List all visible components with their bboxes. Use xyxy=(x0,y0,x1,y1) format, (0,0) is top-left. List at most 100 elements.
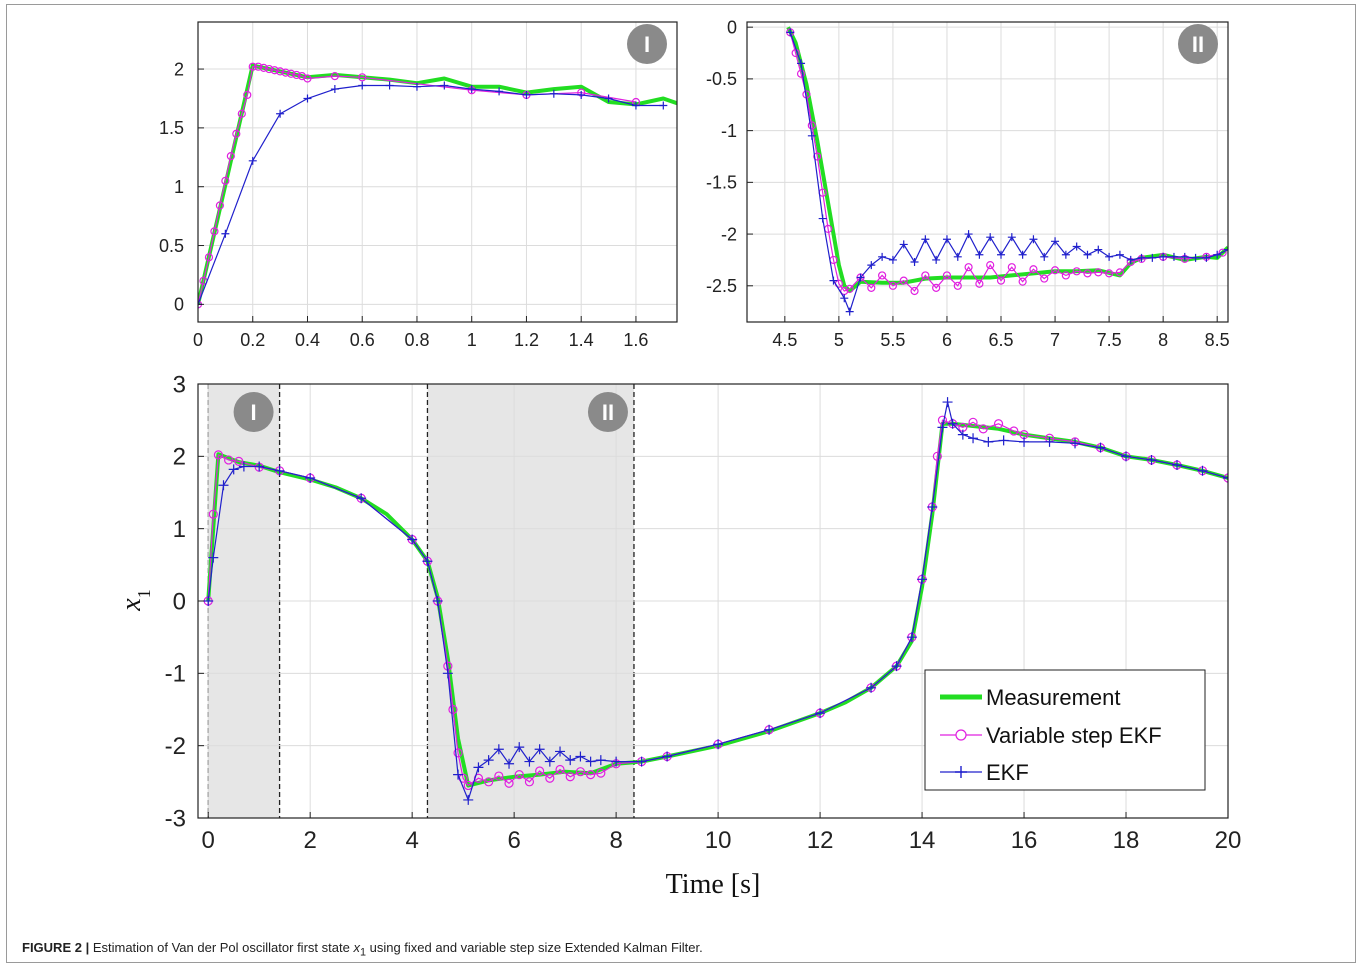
y-tick-label: -1 xyxy=(165,661,186,688)
inset-chart-II: 4.5 5 5.5 6 6.5 7 7.5 8 8.5 0 -0.5 -1 -1.5 -2 -2.5 II xyxy=(706,17,1230,350)
point-ekf xyxy=(713,739,724,750)
point-variable-step-ekf xyxy=(993,419,1004,429)
y-tick-label: 0 xyxy=(174,295,184,315)
point-ekf xyxy=(659,101,668,110)
point-ekf xyxy=(986,233,995,242)
plot-background xyxy=(747,22,1228,322)
y-tick-label: 0 xyxy=(727,17,737,37)
point-ekf xyxy=(856,273,865,282)
point-ekf xyxy=(514,742,525,753)
point-variable-step-ekf xyxy=(259,63,268,72)
region-badge-II-text: II xyxy=(1192,32,1204,57)
axes-box xyxy=(746,21,1229,323)
point-ekf xyxy=(221,229,230,238)
point-ekf xyxy=(1061,250,1070,259)
y-tick-label: 1 xyxy=(173,516,186,543)
point-ekf xyxy=(218,480,229,491)
series-line-variable-step-ekf xyxy=(198,66,637,305)
point-ekf xyxy=(1095,442,1106,453)
point-ekf xyxy=(947,418,958,429)
x-tick-label: 12 xyxy=(807,827,834,854)
point-variable-step-ekf xyxy=(565,772,575,782)
region-badge-II: II xyxy=(587,392,628,432)
point-variable-step-ekf xyxy=(845,284,854,293)
plot-background xyxy=(198,22,677,322)
point-ekf xyxy=(228,464,239,475)
point-variable-step-ekf xyxy=(358,73,367,82)
point-ekf xyxy=(356,493,367,504)
point-ekf xyxy=(997,250,1006,259)
y-tick-label: 3 xyxy=(173,371,186,398)
point-ekf xyxy=(1137,253,1146,262)
point-variable-step-ekf xyxy=(555,764,565,775)
point-ekf xyxy=(910,258,919,266)
point-variable-step-ekf xyxy=(575,767,586,777)
point-variable-step-ekf xyxy=(1009,426,1019,436)
point-ekf xyxy=(662,751,673,762)
y-tick-label: -1.5 xyxy=(706,173,737,193)
point-variable-step-ekf xyxy=(921,271,930,280)
point-variable-step-ekf xyxy=(932,451,942,461)
point-variable-step-ekf xyxy=(1072,267,1081,276)
point-variable-step-ekf xyxy=(996,276,1006,285)
point-ekf xyxy=(1213,250,1222,259)
region-badge-I-text: I xyxy=(251,400,257,425)
point-variable-step-ekf xyxy=(1094,268,1103,277)
point-ekf xyxy=(888,255,897,264)
point-ekf xyxy=(964,230,973,239)
caption-label: FIGURE 2 | xyxy=(22,940,90,955)
point-variable-step-ekf xyxy=(286,69,296,78)
point-variable-step-ekf xyxy=(867,283,876,292)
x-tick-label: 0.4 xyxy=(295,330,320,350)
point-ekf xyxy=(968,433,979,444)
point-ekf xyxy=(422,556,433,567)
point-ekf xyxy=(797,59,806,68)
point-variable-step-ekf xyxy=(978,424,988,434)
point-ekf xyxy=(953,252,962,261)
point-variable-step-ekf xyxy=(292,70,301,80)
point-variable-step-ekf xyxy=(232,129,241,138)
point-ekf xyxy=(524,756,535,767)
legend-label-ekf: EKF xyxy=(986,760,1029,785)
region-badge-I: I xyxy=(233,392,274,432)
point-ekf xyxy=(921,235,930,244)
point-variable-step-ekf xyxy=(1040,274,1049,283)
point-ekf xyxy=(463,794,474,805)
point-variable-step-ekf xyxy=(932,283,941,292)
point-ekf xyxy=(254,461,265,472)
y-tick-label: 2 xyxy=(174,59,184,79)
point-ekf xyxy=(891,661,902,672)
point-ekf xyxy=(493,744,504,755)
point-ekf xyxy=(1083,250,1092,259)
point-ekf xyxy=(998,435,1009,446)
point-variable-step-ekf xyxy=(213,450,223,460)
region-badge-II-text: II xyxy=(602,400,614,425)
point-ekf xyxy=(534,744,545,755)
x-tick-label: 5.5 xyxy=(880,330,905,350)
point-variable-step-ekf xyxy=(807,121,816,130)
point-variable-step-ekf xyxy=(586,769,596,780)
point-ekf xyxy=(1070,438,1081,449)
region-badge-I: I xyxy=(627,24,667,64)
point-ekf xyxy=(555,746,566,757)
point-ekf xyxy=(412,82,421,91)
x-tick-label: 0.8 xyxy=(404,330,429,350)
point-variable-step-ekf xyxy=(303,74,312,83)
point-ekf xyxy=(330,85,339,94)
y-tick-label: -3 xyxy=(165,805,186,832)
legend: Measurement Variable step EKF EKF xyxy=(924,669,1206,791)
point-variable-step-ekf xyxy=(494,771,504,781)
x-tick-label: 7.5 xyxy=(1097,330,1122,350)
point-variable-step-ekf xyxy=(484,777,494,787)
x-tick-label: 20 xyxy=(1215,827,1242,854)
point-ekf xyxy=(585,756,596,767)
point-variable-step-ekf xyxy=(524,777,535,787)
point-variable-step-ekf xyxy=(221,176,230,185)
x-tick-label: 4 xyxy=(405,827,418,854)
point-variable-step-ekf xyxy=(535,766,545,776)
point-ekf xyxy=(303,94,312,103)
point-ekf xyxy=(906,632,917,643)
legend-label-variable-step-ekf: Variable step EKF xyxy=(986,723,1162,748)
point-ekf xyxy=(248,156,257,165)
point-ekf xyxy=(358,81,367,90)
